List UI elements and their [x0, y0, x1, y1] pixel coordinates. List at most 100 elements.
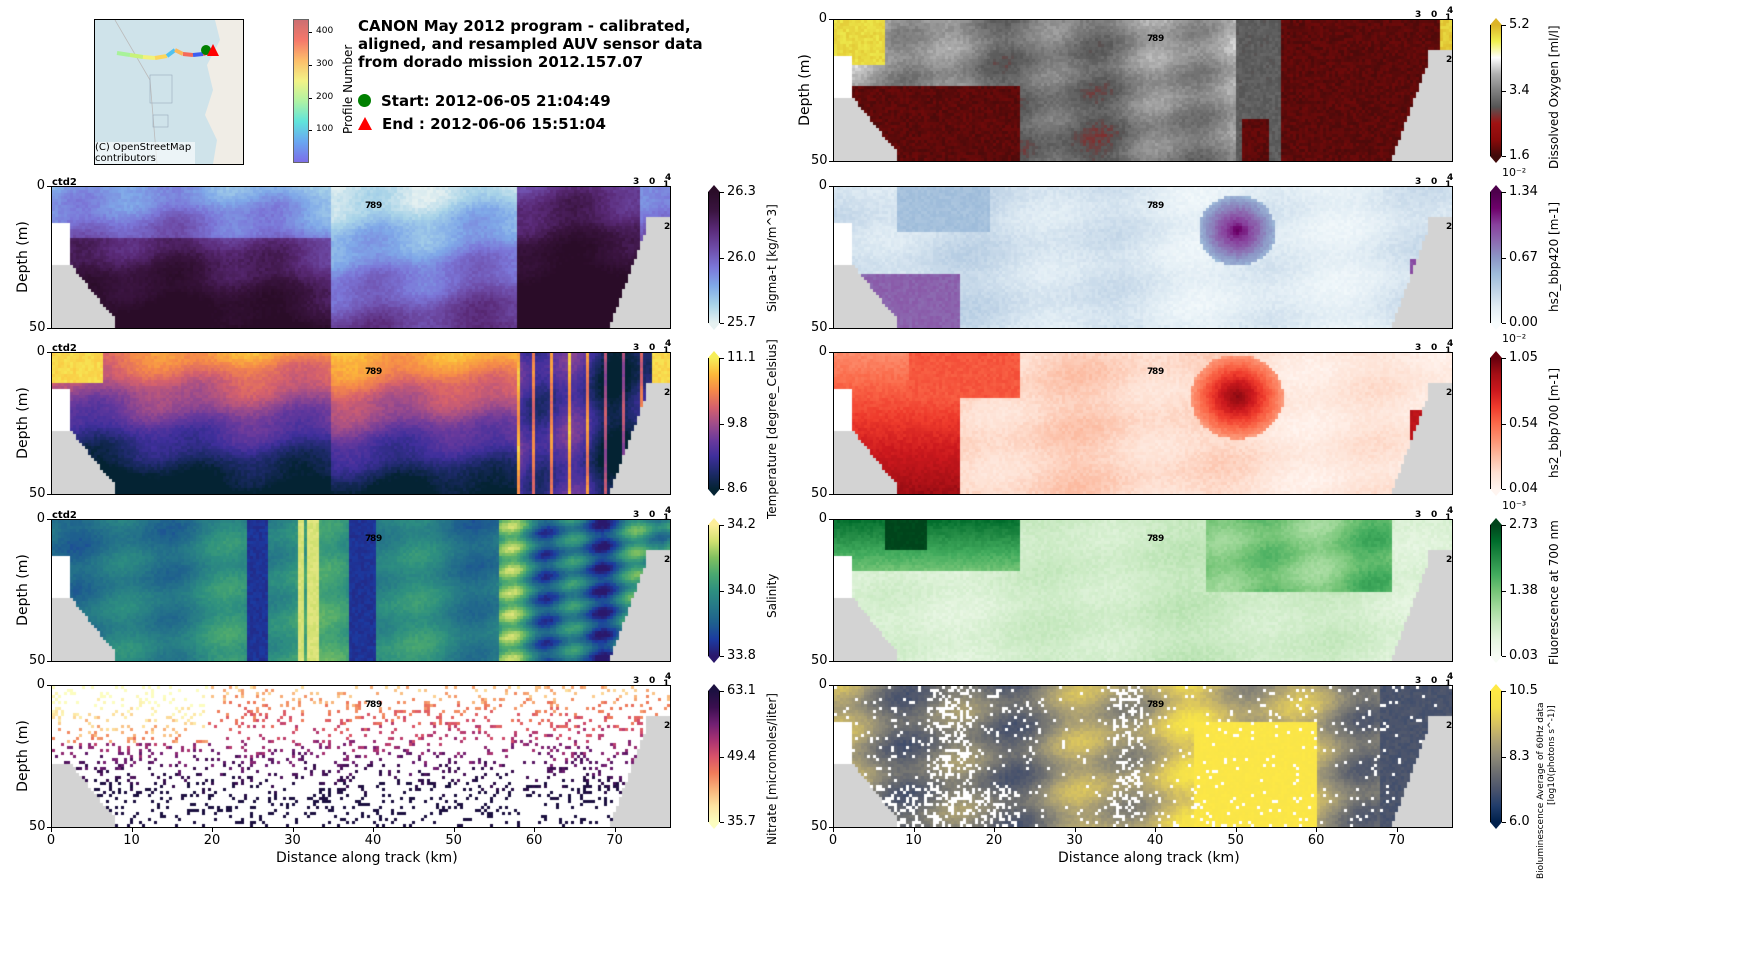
profile-annotation-4: 4 — [665, 173, 672, 183]
y-tick-label: 0 — [36, 511, 45, 526]
x-tick-label: 70 — [1388, 833, 1405, 848]
y-axis-label: Depth (m) — [15, 719, 31, 792]
colorbar-extend-min-bbp420 — [1490, 323, 1502, 330]
y-tick-mark — [829, 161, 833, 162]
colorbar-tick-label: 1.6 — [1509, 148, 1530, 163]
profile-annotation-0: 0 — [649, 343, 656, 353]
heatmap-nitrate — [52, 686, 670, 827]
y-tick-label: 50 — [811, 653, 828, 668]
profile-annotation-2: 2 — [1446, 222, 1453, 232]
profile-annotation-2: 2 — [1446, 555, 1453, 565]
x-tick-label: 10 — [123, 833, 140, 848]
y-tick-label: 0 — [36, 178, 45, 193]
y-tick-mark — [829, 661, 833, 662]
colorbar-tick-label: 5.2 — [1509, 17, 1530, 32]
colorbar-tick-label: 26.0 — [727, 249, 756, 265]
y-tick-mark — [47, 519, 51, 520]
title-line: from dorado mission 2012.157.07 — [358, 53, 644, 71]
colorbar-tick-label: 35.7 — [727, 814, 756, 829]
profile-colorbar — [293, 19, 309, 163]
x-tick-mark — [1316, 828, 1318, 832]
profile-annotation-1: 1 — [1445, 513, 1452, 523]
x-tick-mark — [131, 828, 133, 832]
track-segment — [116, 51, 131, 57]
profile-annotation-2: 2 — [1446, 55, 1453, 65]
y-tick-label: 0 — [818, 344, 827, 359]
profile-annotation-8: 8 — [1152, 201, 1159, 211]
colorbar-label: Temperature [degree_Celsius] — [765, 338, 779, 519]
x-tick-mark — [1074, 828, 1076, 832]
profile-annotation-2: 2 — [664, 721, 671, 731]
x-tick-label: 60 — [525, 833, 543, 848]
x-tick-label: 20 — [985, 833, 1003, 848]
colorbar-tick-label: 6.0 — [1509, 814, 1530, 829]
colorbar-tick-mark — [720, 691, 724, 692]
profile-tick-mark — [309, 64, 312, 66]
colorbar-exponent: 10⁻³ — [1502, 499, 1527, 512]
colorbar-tick-label: 8.3 — [1509, 748, 1530, 764]
plot-area-oxygen — [833, 19, 1453, 162]
end-marker — [207, 44, 219, 56]
track-segment — [142, 55, 156, 60]
profile-annotation-0: 0 — [1431, 10, 1438, 20]
profile-tick-mark — [309, 130, 312, 132]
coastline-land — [205, 20, 243, 164]
colorbar-label: Nitrate [micromoles/liter] — [765, 692, 779, 845]
colorbar-temperature — [708, 358, 720, 489]
map-zone — [152, 114, 169, 128]
colorbar-extend-max-salinity — [708, 518, 720, 525]
profile-annotation-3: 3 — [1415, 10, 1422, 20]
colorbar-tick-mark — [1502, 358, 1506, 359]
colorbar-tick-mark — [1502, 156, 1506, 157]
profile-annotation-8: 8 — [1152, 34, 1159, 44]
x-tick-mark — [1155, 828, 1157, 832]
colorbar-tick-label: 0.00 — [1509, 315, 1538, 330]
colorbar-tick-mark — [1502, 822, 1506, 823]
start-marker-icon — [358, 94, 371, 107]
colorbar-tick-mark — [720, 525, 724, 526]
profile-annotation-7: 7 — [1147, 201, 1154, 211]
profile-tick-label: 100 — [316, 124, 334, 135]
colorbar-label-units: [log10(photons s^-1)] — [1547, 704, 1557, 805]
profile-annotation-2: 2 — [664, 388, 671, 398]
profile-annotation-4: 4 — [665, 506, 672, 516]
plot-area-temperature — [51, 352, 671, 495]
heatmap-bioluminescence — [834, 686, 1452, 827]
profile-annotation-2: 2 — [1446, 388, 1453, 398]
y-tick-label: 0 — [818, 677, 827, 692]
profile-annotation-7: 7 — [1147, 367, 1154, 377]
track-segment — [192, 52, 204, 57]
x-tick-label: 70 — [606, 833, 623, 848]
colorbar-tick-label: 11.1 — [727, 350, 756, 365]
profile-annotation-4: 4 — [1447, 506, 1454, 516]
profile-annotation-9: 9 — [1158, 34, 1165, 44]
colorbar-tick-label: 26.3 — [727, 184, 756, 199]
track-segment — [165, 48, 177, 58]
colorbar-tick-mark — [1502, 590, 1506, 592]
x-axis-label: Distance along track (km) — [276, 850, 458, 866]
profile-annotation-1: 1 — [1445, 346, 1452, 356]
x-tick-mark — [1235, 828, 1237, 832]
profile-annotation-3: 3 — [1415, 510, 1422, 520]
profile-annotation-0: 0 — [649, 676, 656, 686]
profile-annotation-7: 7 — [365, 367, 372, 377]
profile-annotation-7: 7 — [1147, 534, 1154, 544]
start-label: Start: 2012-06-05 21:04:49 — [381, 92, 611, 110]
colorbar-extend-max-nitrate — [708, 684, 720, 691]
x-tick-mark — [453, 828, 455, 832]
profile-annotation-9: 9 — [376, 201, 383, 211]
colorbar-tick-mark — [1502, 192, 1506, 193]
colorbar-bbp420 — [1490, 192, 1502, 323]
colorbar-tick-mark — [720, 756, 724, 758]
end-marker-icon — [358, 117, 372, 130]
profile-annotation-7: 7 — [1147, 700, 1154, 710]
colorbar-extend-max-oxygen — [1490, 18, 1502, 25]
map-zone — [149, 74, 173, 104]
profile-annotation-8: 8 — [370, 700, 377, 710]
profile-annotation-0: 0 — [1431, 676, 1438, 686]
heatmap-fluorescence — [834, 520, 1452, 661]
colorbar-tick-mark — [1502, 90, 1506, 92]
profile-annotation-8: 8 — [1152, 367, 1159, 377]
legend-start: Start: 2012-06-05 21:04:49 — [358, 92, 611, 110]
heatmap-oxygen — [834, 20, 1452, 161]
